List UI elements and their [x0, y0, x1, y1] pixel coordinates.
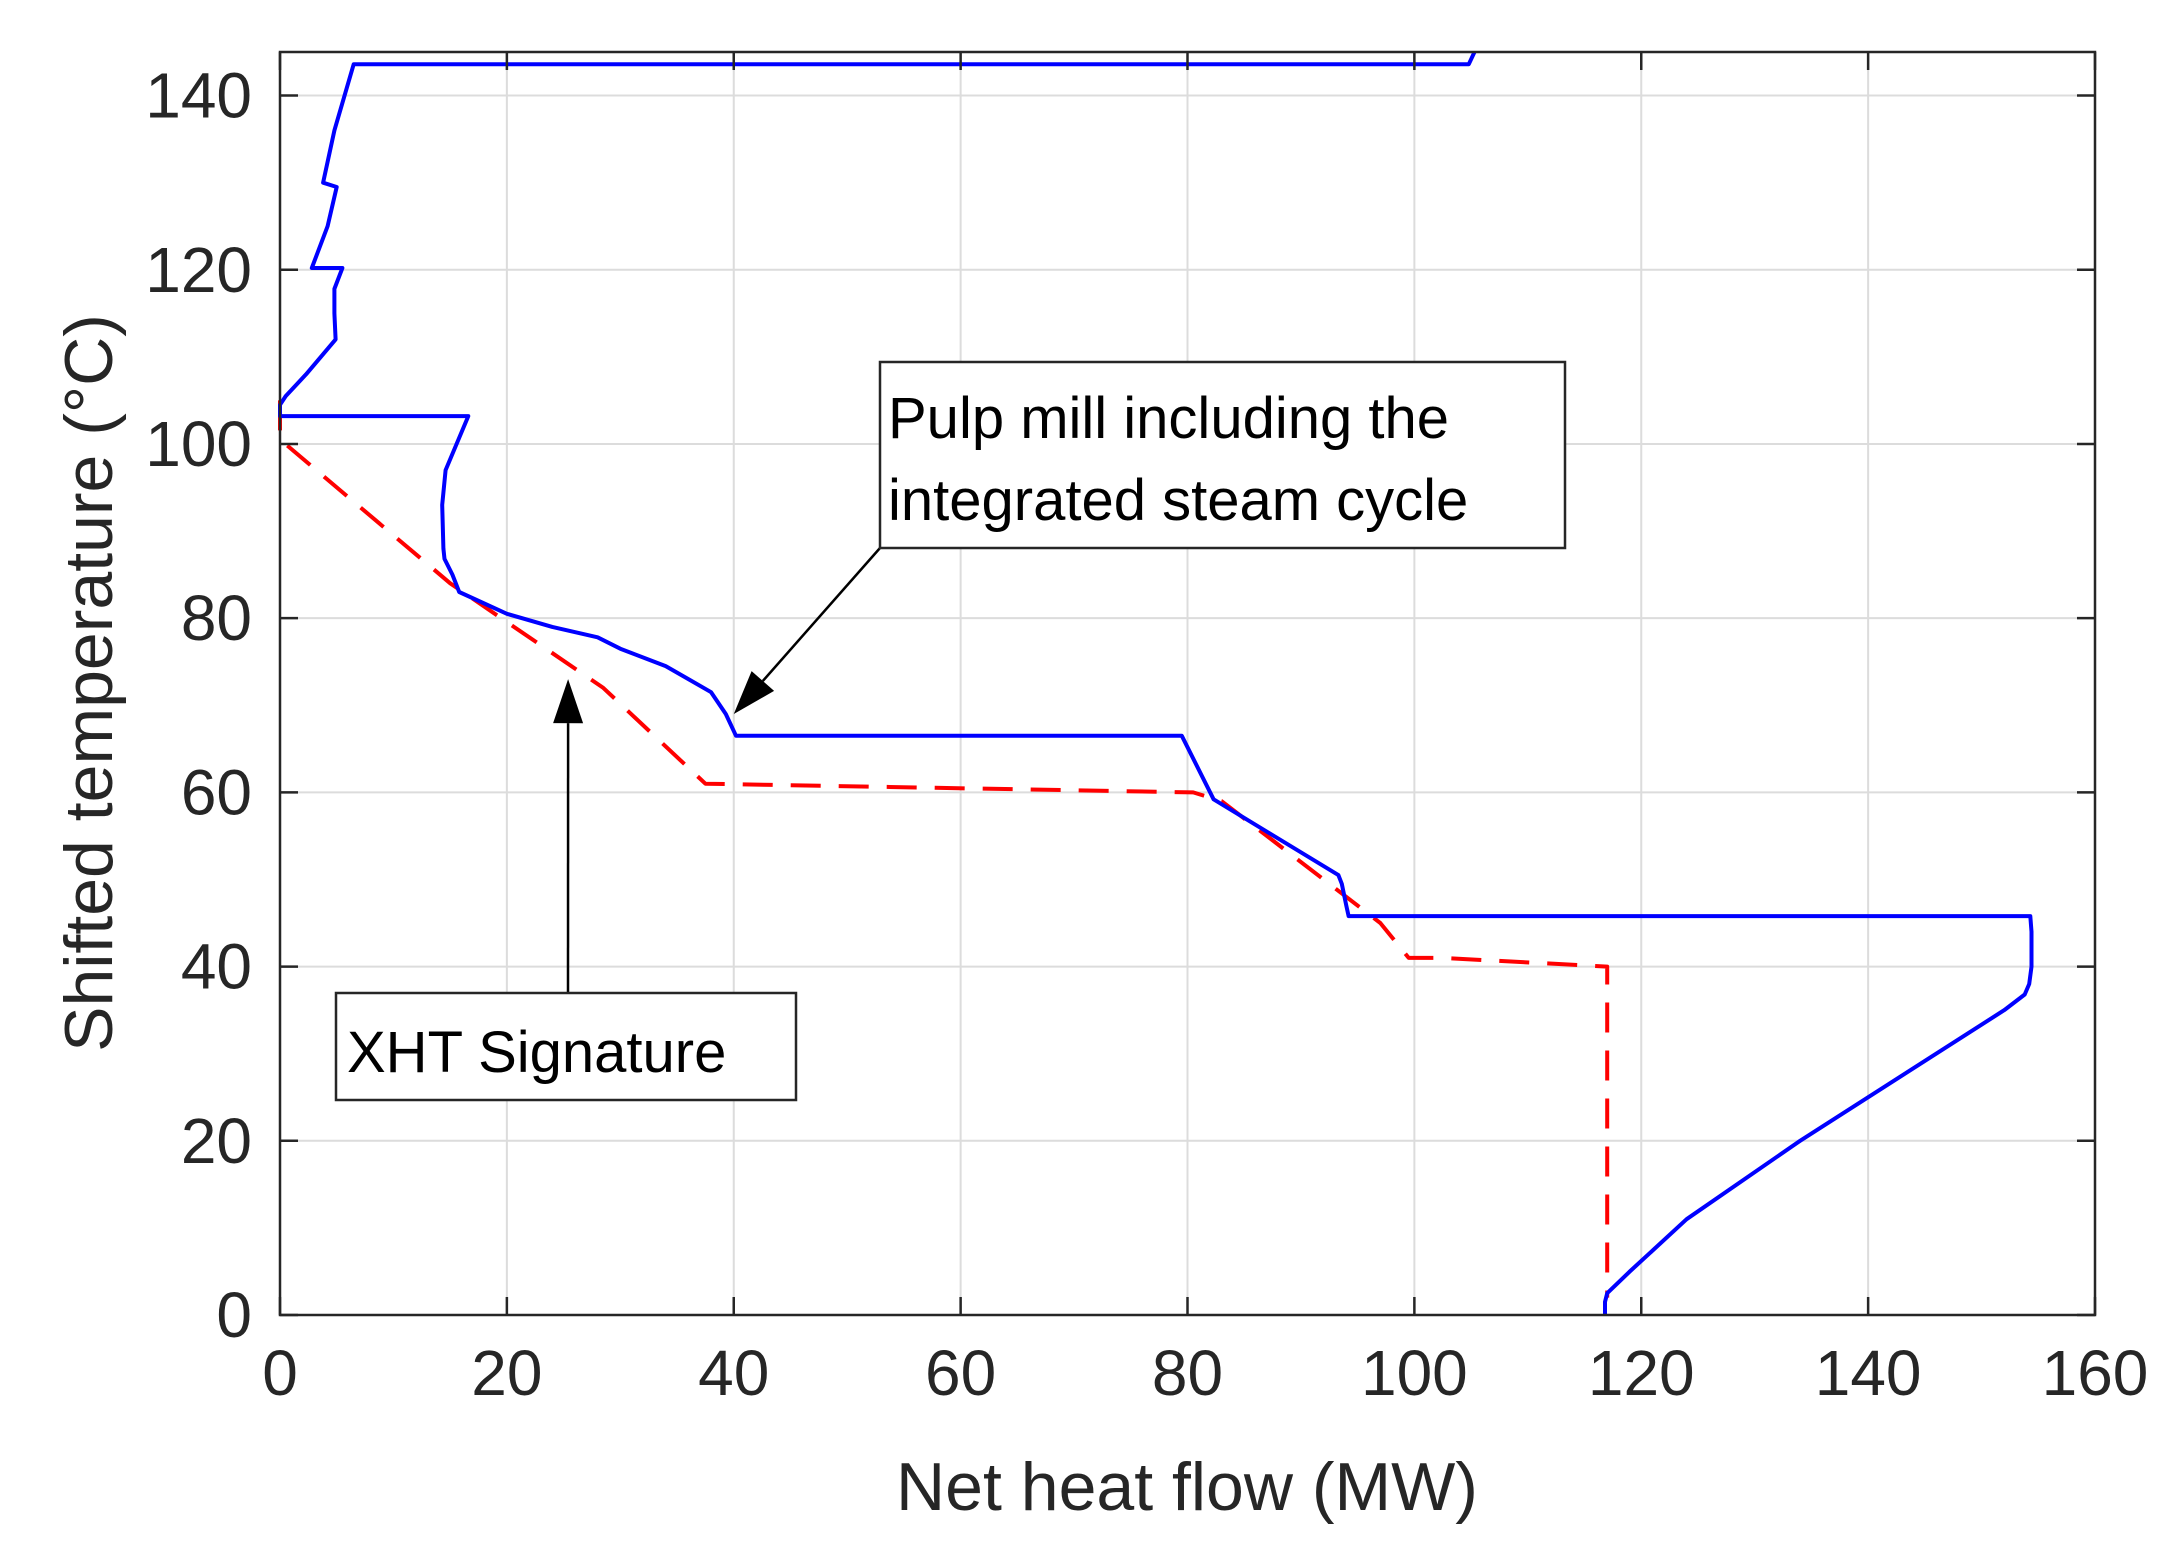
annotation-xht-box [334, 991, 798, 1102]
annotation-pulp-mill: Pulp mill including the integrated steam… [733, 360, 1567, 714]
x-tick-label: 40 [698, 1337, 769, 1409]
y-tick-label: 40 [181, 931, 252, 1003]
annotation-pulp-line-1: Pulp mill including the [888, 386, 1449, 451]
series-layer [278, 51, 2034, 1315]
annotation-pulp-arrow-line [761, 547, 881, 682]
x-tick-label: 0 [262, 1337, 298, 1409]
y-axis-title: Shifted temperature (°C) [51, 314, 127, 1052]
x-axis-title: Net heat flow (MW) [896, 1449, 1478, 1525]
x-tick-label: 60 [925, 1337, 996, 1409]
tick-marks [278, 52, 2097, 1317]
x-tick-label: 120 [1588, 1337, 1695, 1409]
y-tick-label: 100 [145, 408, 252, 480]
y-tick-label: 60 [181, 756, 252, 828]
y-tick-label: 120 [145, 234, 252, 306]
annotation-pulp-arrow-head [733, 671, 775, 714]
annotation-pulp-line-2: integrated steam cycle [888, 468, 1468, 533]
tick-labels: 0 20 40 60 80 100 120 140 160 0 20 40 60 80 100 120 140 [145, 60, 2148, 1409]
y-tick-label: 140 [145, 60, 252, 132]
annotation-xht-arrow-head [553, 679, 584, 724]
y-tick-label: 0 [216, 1279, 252, 1351]
x-tick-label: 100 [1361, 1337, 1468, 1409]
annotation-xht-signature: XHT Signature [334, 679, 798, 1102]
x-tick-label: 160 [2042, 1337, 2149, 1409]
annotation-xht-line-1: XHT Signature [347, 1020, 726, 1085]
x-tick-label: 20 [471, 1337, 542, 1409]
y-tick-label: 20 [181, 1105, 252, 1177]
x-tick-label: 80 [1152, 1337, 1223, 1409]
pulp-mill-series-line [278, 51, 2034, 1315]
annotation-pulp-box [878, 360, 1567, 550]
x-tick-label: 140 [1815, 1337, 1922, 1409]
y-tick-label: 80 [181, 582, 252, 654]
xht-signature-series-line [278, 400, 1610, 1298]
